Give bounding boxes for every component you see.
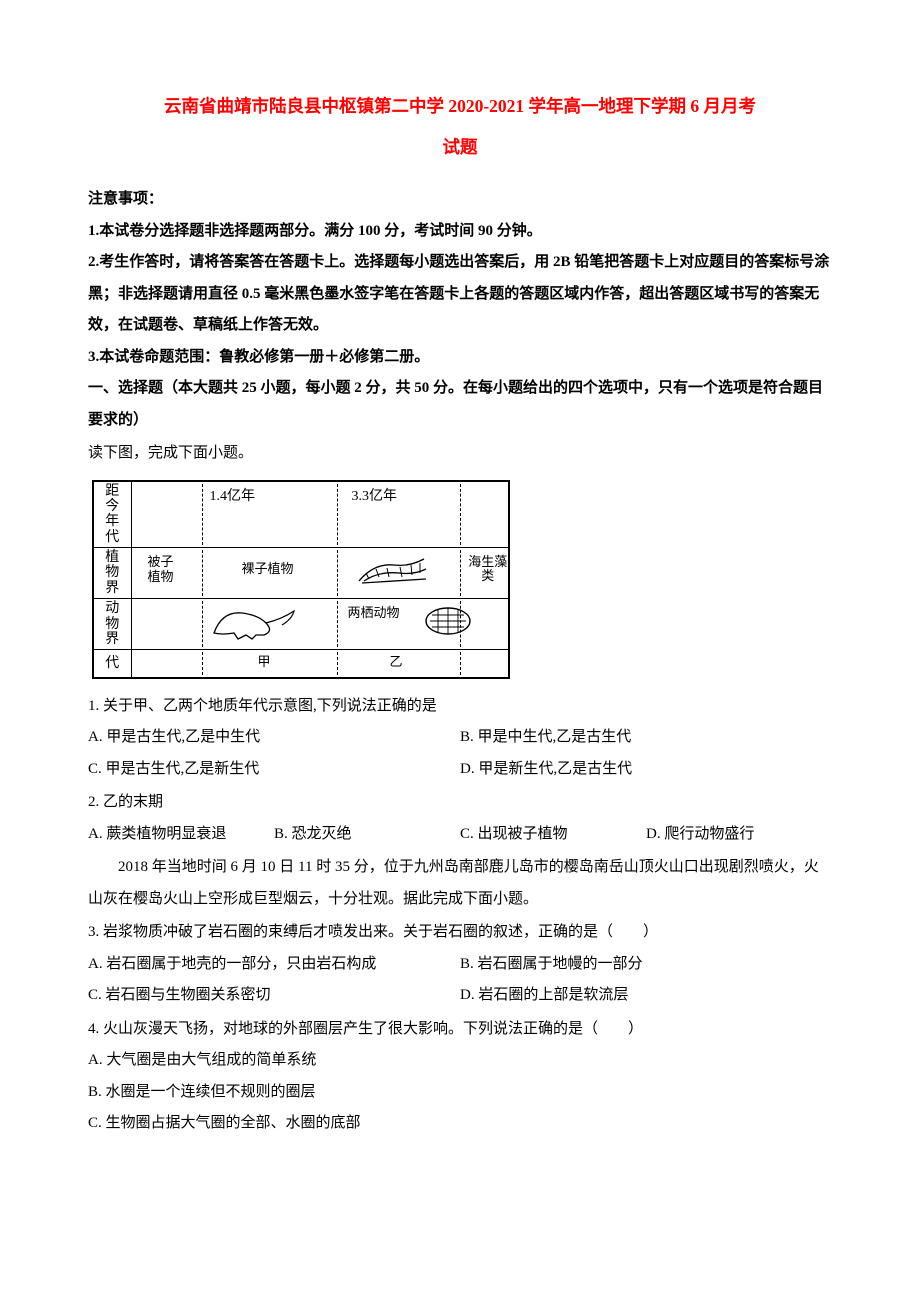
doc-title-line1: 云南省曲靖市陆良县中枢镇第二中学 2020-2021 学年高一地理下学期 6 月…	[88, 90, 832, 123]
era-b-label: 乙	[390, 655, 403, 670]
algae-label: 海生藻类	[468, 555, 509, 584]
q1-stem: 1. 关于甲、乙两个地质年代示意图,下列说法正确的是	[88, 691, 832, 723]
plant-cell: 被子 植物 裸子植物 海生藻类	[131, 548, 509, 599]
doc-title-line2: 试题	[88, 129, 832, 166]
q1-opt-c: C. 甲是古生代,乙是新生代	[88, 754, 460, 786]
notice-2: 2.考生作答时，请将答案答在答题卡上。选择题每小题选出答案后，用 2B 铅笔把答…	[88, 247, 832, 342]
q4-stem: 4. 火山灰漫天飞扬，对地球的外部圈层产生了很大影响。下列说法正确的是（ ）	[88, 1014, 832, 1046]
section-1-header: 一、选择题（本大题共 25 小题，每小题 2 分，共 50 分。在每小题给出的四…	[88, 373, 832, 436]
prompt-1: 读下图，完成下面小题。	[88, 438, 832, 470]
notice-3: 3.本试卷命题范围：鲁教必修第一册＋必修第二册。	[88, 342, 832, 374]
notice-1: 1.本试卷分选择题非选择题两部分。满分 100 分，考试时间 90 分钟。	[88, 216, 832, 248]
timeline-cell: 1.4亿年 3.3亿年	[131, 481, 509, 548]
q4-opt-a: A. 大气圈是由大气组成的简单系统	[88, 1045, 832, 1077]
q1-opt-d: D. 甲是新生代,乙是古生代	[460, 754, 832, 786]
notice-header: 注意事项：	[88, 184, 832, 216]
row-header-animals: 动物界	[93, 599, 131, 650]
q2-stem: 2. 乙的末期	[88, 787, 832, 819]
q3-stem: 3. 岩浆物质冲破了岩石圈的束缚后才喷发出来。关于岩石圈的叙述，正确的是（ ）	[88, 917, 832, 949]
fern-icon	[354, 553, 434, 587]
dinosaur-icon	[208, 601, 304, 641]
q2-opt-a: A. 蕨类植物明显衰退	[88, 819, 274, 851]
row-header-plants: 植物界	[93, 548, 131, 599]
q4-opt-b: B. 水圈是一个连续但不规则的圈层	[88, 1077, 832, 1109]
q1-opt-b: B. 甲是中生代,乙是古生代	[460, 722, 832, 754]
time-2: 3.3亿年	[352, 489, 398, 505]
gymnosperm-label: 裸子植物	[242, 562, 294, 577]
passage-2: 2018 年当地时间 6 月 10 日 11 时 35 分，位于九州岛南部鹿儿岛…	[88, 852, 832, 915]
q2-opt-b: B. 恐龙灭绝	[274, 819, 460, 851]
q2-opt-d: D. 爬行动物盛行	[646, 819, 832, 851]
q3-opt-a: A. 岩石圈属于地壳的一部分，只由岩石构成	[88, 949, 460, 981]
q3-opt-b: B. 岩石圈属于地幔的一部分	[460, 949, 832, 981]
row-header-timeline: 距今年代	[93, 481, 131, 548]
q3-opt-c: C. 岩石圈与生物圈关系密切	[88, 980, 460, 1012]
trilobite-icon	[422, 604, 474, 638]
row-header-era: 代	[93, 650, 131, 678]
q2-opt-c: C. 出现被子植物	[460, 819, 646, 851]
angiosperm-label: 被子 植物	[148, 555, 174, 585]
time-1: 1.4亿年	[210, 489, 256, 505]
q4-opt-c: C. 生物圈占据大气圈的全部、水圈的底部	[88, 1108, 832, 1140]
amphibian-label: 两栖动物	[348, 606, 400, 620]
q1-opt-a: A. 甲是古生代,乙是中生代	[88, 722, 460, 754]
era-a-label: 甲	[258, 655, 271, 670]
animal-cell: 两栖动物	[131, 599, 509, 650]
era-cell: 甲 乙	[131, 650, 509, 678]
geology-table: 距今年代 1.4亿年 3.3亿年 植物界 被子 植物 裸子植物	[92, 480, 832, 679]
q3-opt-d: D. 岩石圈的上部是软流层	[460, 980, 832, 1012]
